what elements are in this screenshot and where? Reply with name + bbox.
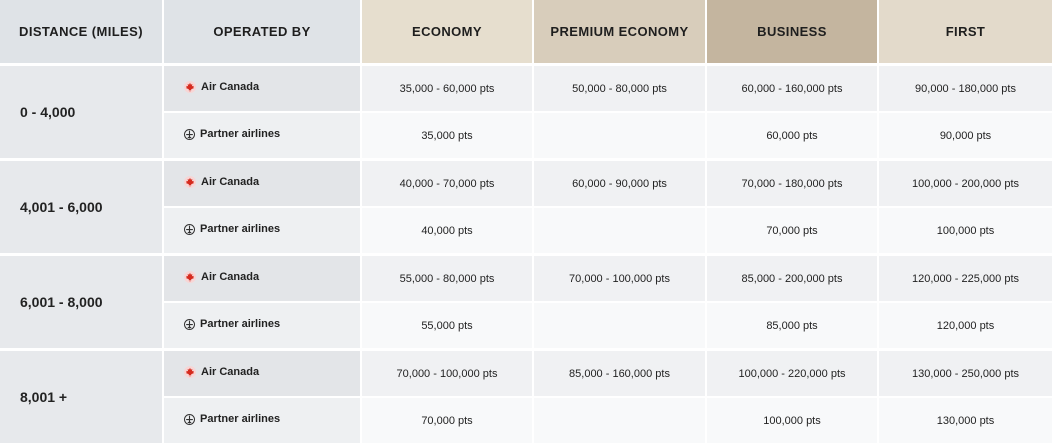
cell-first: 90,000 pts bbox=[879, 111, 1052, 158]
plane-circle-icon bbox=[184, 318, 195, 330]
cell-economy: 55,000 - 80,000 pts bbox=[362, 253, 534, 301]
operator-label-partner: Partner airlines bbox=[200, 318, 281, 331]
header-premium-economy: PREMIUM ECONOMY bbox=[534, 0, 707, 63]
cell-first: 100,000 - 200,000 pts bbox=[879, 158, 1052, 206]
operator-label-partner: Partner airlines bbox=[200, 223, 281, 236]
cell-business: 100,000 pts bbox=[707, 396, 879, 443]
maple-leaf-icon bbox=[184, 176, 196, 188]
maple-leaf-icon bbox=[184, 81, 196, 93]
operator-cell-air-canada: Air Canada bbox=[164, 158, 362, 206]
header-row: DISTANCE (MILES) OPERATED BY ECONOMY PRE… bbox=[0, 0, 1052, 63]
cell-business: 70,000 pts bbox=[707, 206, 879, 253]
cell-business: 100,000 - 220,000 pts bbox=[707, 348, 879, 396]
cell-premium-economy bbox=[534, 111, 707, 158]
header-operated-by: OPERATED BY bbox=[164, 0, 362, 63]
table-body: 0 - 4,000 Air Canada 35,000 - 60,000 pts… bbox=[0, 63, 1052, 443]
cell-business: 85,000 pts bbox=[707, 301, 879, 348]
cell-business: 85,000 - 200,000 pts bbox=[707, 253, 879, 301]
distance-band: 4,001 - 6,000 bbox=[0, 158, 164, 253]
distance-band: 0 - 4,000 bbox=[0, 63, 164, 158]
operator-label-partner: Partner airlines bbox=[200, 413, 281, 426]
table-row-partner: Partner airlines 35,000 pts 60,000 pts 9… bbox=[0, 111, 1052, 158]
cell-economy: 55,000 pts bbox=[362, 301, 534, 348]
table-row-air-canada: 6,001 - 8,000 Air Canada 55,000 - 80,000… bbox=[0, 253, 1052, 348]
table-row-air-canada: 4,001 - 6,000 Air Canada 40,000 - 70,000… bbox=[0, 158, 1052, 253]
distance-label: 8,001 + bbox=[20, 389, 68, 405]
header-economy: ECONOMY bbox=[362, 0, 534, 63]
cell-business: 60,000 - 160,000 pts bbox=[707, 63, 879, 111]
cell-economy: 40,000 pts bbox=[362, 206, 534, 253]
cell-first: 130,000 pts bbox=[879, 396, 1052, 443]
cell-business: 60,000 pts bbox=[707, 111, 879, 158]
table-row-air-canada: 8,001 + Air Canada 70,000 - 100,000 pts … bbox=[0, 348, 1052, 443]
operator-label-air-canada: Air Canada bbox=[201, 176, 260, 188]
distance-label: 4,001 - 6,000 bbox=[20, 199, 103, 215]
maple-leaf-icon bbox=[184, 271, 196, 283]
cell-first: 100,000 pts bbox=[879, 206, 1052, 253]
cell-first: 90,000 - 180,000 pts bbox=[879, 63, 1052, 111]
operator-label-air-canada: Air Canada bbox=[201, 271, 260, 283]
distance-label: 0 - 4,000 bbox=[20, 104, 76, 120]
distance-band: 6,001 - 8,000 bbox=[0, 253, 164, 348]
cell-premium-economy: 50,000 - 80,000 pts bbox=[534, 63, 707, 111]
operator-label-partner: Partner airlines bbox=[200, 128, 281, 141]
cell-premium-economy bbox=[534, 206, 707, 253]
table-header: DISTANCE (MILES) OPERATED BY ECONOMY PRE… bbox=[0, 0, 1052, 63]
operator-cell-air-canada: Air Canada bbox=[164, 63, 362, 111]
plane-circle-icon bbox=[184, 413, 195, 425]
operator-label-air-canada: Air Canada bbox=[201, 366, 260, 378]
table-row-partner: Partner airlines 55,000 pts 85,000 pts 1… bbox=[0, 301, 1052, 348]
table-row-air-canada: 0 - 4,000 Air Canada 35,000 - 60,000 pts… bbox=[0, 63, 1052, 158]
cell-first: 120,000 pts bbox=[879, 301, 1052, 348]
cell-premium-economy bbox=[534, 301, 707, 348]
plane-circle-icon bbox=[184, 128, 195, 140]
cell-first: 120,000 - 225,000 pts bbox=[879, 253, 1052, 301]
header-distance: DISTANCE (MILES) bbox=[0, 0, 164, 63]
cell-economy: 70,000 - 100,000 pts bbox=[362, 348, 534, 396]
cell-economy: 70,000 pts bbox=[362, 396, 534, 443]
cell-premium-economy bbox=[534, 396, 707, 443]
cell-premium-economy: 85,000 - 160,000 pts bbox=[534, 348, 707, 396]
operator-cell-partner: Partner airlines bbox=[164, 111, 362, 158]
header-business: BUSINESS bbox=[707, 0, 879, 63]
operator-label-air-canada: Air Canada bbox=[201, 81, 260, 93]
operator-cell-air-canada: Air Canada bbox=[164, 348, 362, 396]
cell-premium-economy: 60,000 - 90,000 pts bbox=[534, 158, 707, 206]
operator-cell-air-canada: Air Canada bbox=[164, 253, 362, 301]
header-first: FIRST bbox=[879, 0, 1052, 63]
operator-cell-partner: Partner airlines bbox=[164, 396, 362, 443]
distance-band: 8,001 + bbox=[0, 348, 164, 443]
maple-leaf-icon bbox=[184, 366, 196, 378]
distance-label: 6,001 - 8,000 bbox=[20, 294, 103, 310]
cell-economy: 35,000 pts bbox=[362, 111, 534, 158]
cell-first: 130,000 - 250,000 pts bbox=[879, 348, 1052, 396]
cell-premium-economy: 70,000 - 100,000 pts bbox=[534, 253, 707, 301]
table-row-partner: Partner airlines 70,000 pts 100,000 pts … bbox=[0, 396, 1052, 443]
table-row-partner: Partner airlines 40,000 pts 70,000 pts 1… bbox=[0, 206, 1052, 253]
cell-economy: 35,000 - 60,000 pts bbox=[362, 63, 534, 111]
operator-cell-partner: Partner airlines bbox=[164, 301, 362, 348]
cell-business: 70,000 - 180,000 pts bbox=[707, 158, 879, 206]
operator-cell-partner: Partner airlines bbox=[164, 206, 362, 253]
cell-economy: 40,000 - 70,000 pts bbox=[362, 158, 534, 206]
plane-circle-icon bbox=[184, 223, 195, 235]
